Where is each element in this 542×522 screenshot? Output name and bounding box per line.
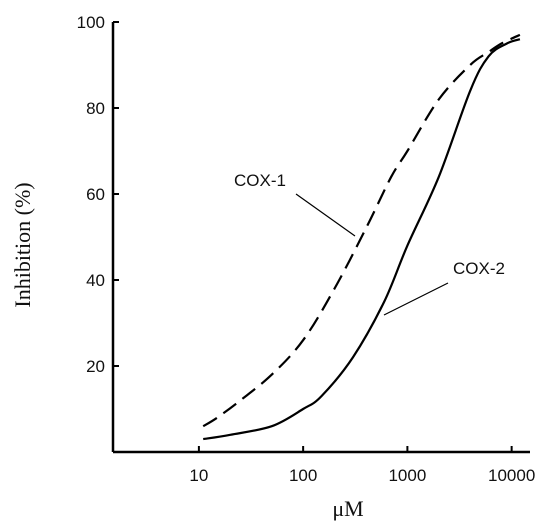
series-layer bbox=[203, 35, 520, 439]
y-tick-label: 100 bbox=[77, 13, 105, 32]
y-tick-label: 60 bbox=[86, 185, 105, 204]
series-line-cox-1 bbox=[203, 35, 520, 426]
tick-layer: 20 40 60 80 100 10 100 1000 10000 bbox=[77, 13, 536, 485]
y-tick-label: 40 bbox=[86, 271, 105, 290]
leader-line-cox-2 bbox=[384, 283, 448, 315]
series-label-cox-1: COX-1 bbox=[234, 171, 286, 190]
y-tick-label: 20 bbox=[86, 357, 105, 376]
y-axis-label: Inhibition (%) bbox=[10, 182, 35, 307]
series-label-cox-2: COX-2 bbox=[453, 259, 505, 278]
x-tick-label: 1000 bbox=[388, 466, 426, 485]
x-tick-label: 10 bbox=[189, 466, 208, 485]
annotation-layer: COX-1 COX-2 bbox=[234, 171, 505, 315]
leader-line-cox-1 bbox=[296, 194, 355, 236]
x-tick-label: 100 bbox=[289, 466, 317, 485]
axes bbox=[113, 22, 530, 452]
x-axis-label: μM bbox=[332, 496, 363, 521]
x-tick-label: 10000 bbox=[488, 466, 535, 485]
y-tick-label: 80 bbox=[86, 99, 105, 118]
